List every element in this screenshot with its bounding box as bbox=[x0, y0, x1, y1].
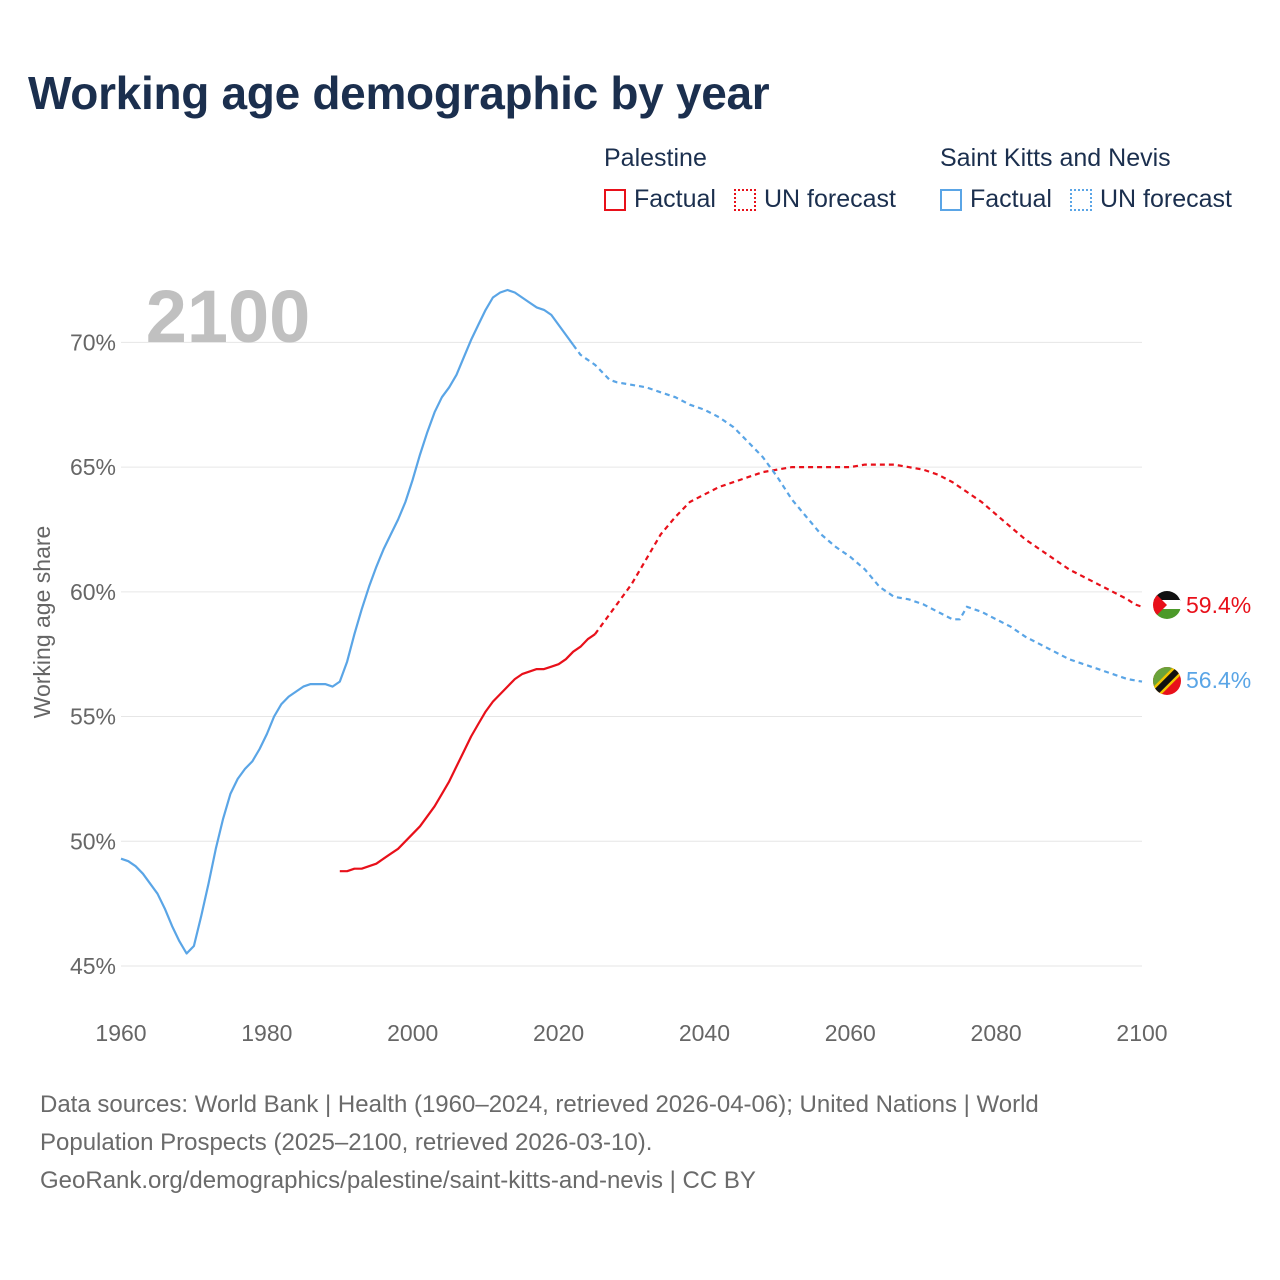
swatch-dotted-red bbox=[733, 188, 756, 211]
legend-label: Factual bbox=[970, 185, 1052, 213]
x-tick-label: 2100 bbox=[1116, 1020, 1167, 1046]
footer-line: Data sources: World Bank | Health (1960–… bbox=[40, 1091, 1039, 1118]
footer-line[interactable]: GeoRank.org/demographics/palestine/saint… bbox=[40, 1167, 756, 1194]
legend-group-title: Saint Kitts and Nevis bbox=[940, 144, 1171, 172]
year-watermark: 2100 bbox=[146, 275, 311, 358]
x-axis-ticks: 1960 1980 2000 2020 2040 2060 2080 2100 bbox=[95, 1020, 1167, 1046]
saint-kitts-forecast-line bbox=[572, 344, 1143, 683]
gridlines bbox=[121, 341, 1142, 967]
y-axis-label: Working age share bbox=[29, 526, 55, 719]
legend-group-title: Palestine bbox=[604, 144, 707, 172]
swatch-dotted-blue bbox=[1069, 188, 1092, 211]
x-tick-label: 2020 bbox=[533, 1020, 584, 1046]
y-tick-label: 65% bbox=[70, 454, 116, 480]
saint-kitts-flag-icon bbox=[1153, 667, 1181, 695]
x-tick-label: 2000 bbox=[387, 1020, 438, 1046]
swatch-solid-blue bbox=[940, 188, 962, 211]
y-tick-label: 50% bbox=[70, 828, 116, 854]
saint-kitts-end-label: 56.4% bbox=[1186, 667, 1251, 693]
swatch-solid-red bbox=[604, 188, 626, 211]
legend-label: UN forecast bbox=[1099, 185, 1232, 213]
x-tick-label: 2080 bbox=[971, 1020, 1022, 1046]
x-tick-label: 1980 bbox=[241, 1020, 292, 1046]
x-tick-label: 1960 bbox=[95, 1020, 146, 1046]
series-lines bbox=[120, 288, 1143, 955]
chart-title: Working age demographic by year bbox=[28, 67, 770, 119]
palestine-flag-icon bbox=[1153, 591, 1181, 619]
x-tick-label: 2040 bbox=[679, 1020, 730, 1046]
y-tick-label: 45% bbox=[70, 953, 116, 979]
palestine-forecast-line bbox=[594, 463, 1143, 635]
x-tick-label: 2060 bbox=[825, 1020, 876, 1046]
footer-sources: Data sources: World Bank | Health (1960–… bbox=[40, 1086, 1240, 1200]
legend-item-palestine-forecast[interactable]: UN forecast bbox=[733, 185, 896, 214]
saint-kitts-factual-line bbox=[120, 288, 575, 955]
y-tick-label: 55% bbox=[70, 704, 116, 730]
legend-label: Factual bbox=[634, 185, 716, 213]
y-tick-label: 60% bbox=[70, 579, 116, 605]
palestine-end-label: 59.4% bbox=[1186, 592, 1251, 618]
legend-item-skn-factual[interactable]: Factual bbox=[940, 185, 1052, 214]
legend-group-saint-kitts: Saint Kitts and Nevis Factual UN forecas… bbox=[940, 144, 1232, 214]
legend-item-palestine-factual[interactable]: Factual bbox=[604, 185, 716, 214]
footer-line: Population Prospects (2025–2100, retriev… bbox=[40, 1129, 653, 1156]
chart-area: 2100 45% 50% 55% 60% 65% 70% 1960 1980 2000 2020… bbox=[29, 275, 1251, 1046]
palestine-factual-line bbox=[339, 633, 596, 873]
legend-item-skn-forecast[interactable]: UN forecast bbox=[1069, 185, 1232, 214]
y-axis-ticks: 45% 50% 55% 60% 65% 70% bbox=[70, 329, 116, 979]
legend-label: UN forecast bbox=[763, 185, 896, 213]
legend-group-palestine: Palestine Factual UN forecast bbox=[604, 144, 914, 214]
y-tick-label: 70% bbox=[70, 329, 116, 355]
